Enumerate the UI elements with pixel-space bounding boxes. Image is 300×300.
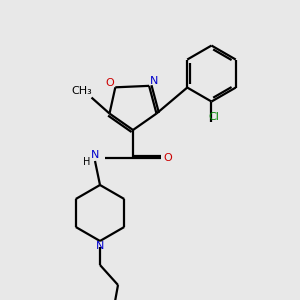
Text: Cl: Cl <box>208 112 219 122</box>
Text: N: N <box>91 150 99 160</box>
Text: H: H <box>83 157 91 167</box>
Text: N: N <box>150 76 158 86</box>
Text: O: O <box>105 78 114 88</box>
Text: CH₃: CH₃ <box>71 85 92 96</box>
Text: N: N <box>96 241 104 251</box>
Text: O: O <box>164 153 172 163</box>
